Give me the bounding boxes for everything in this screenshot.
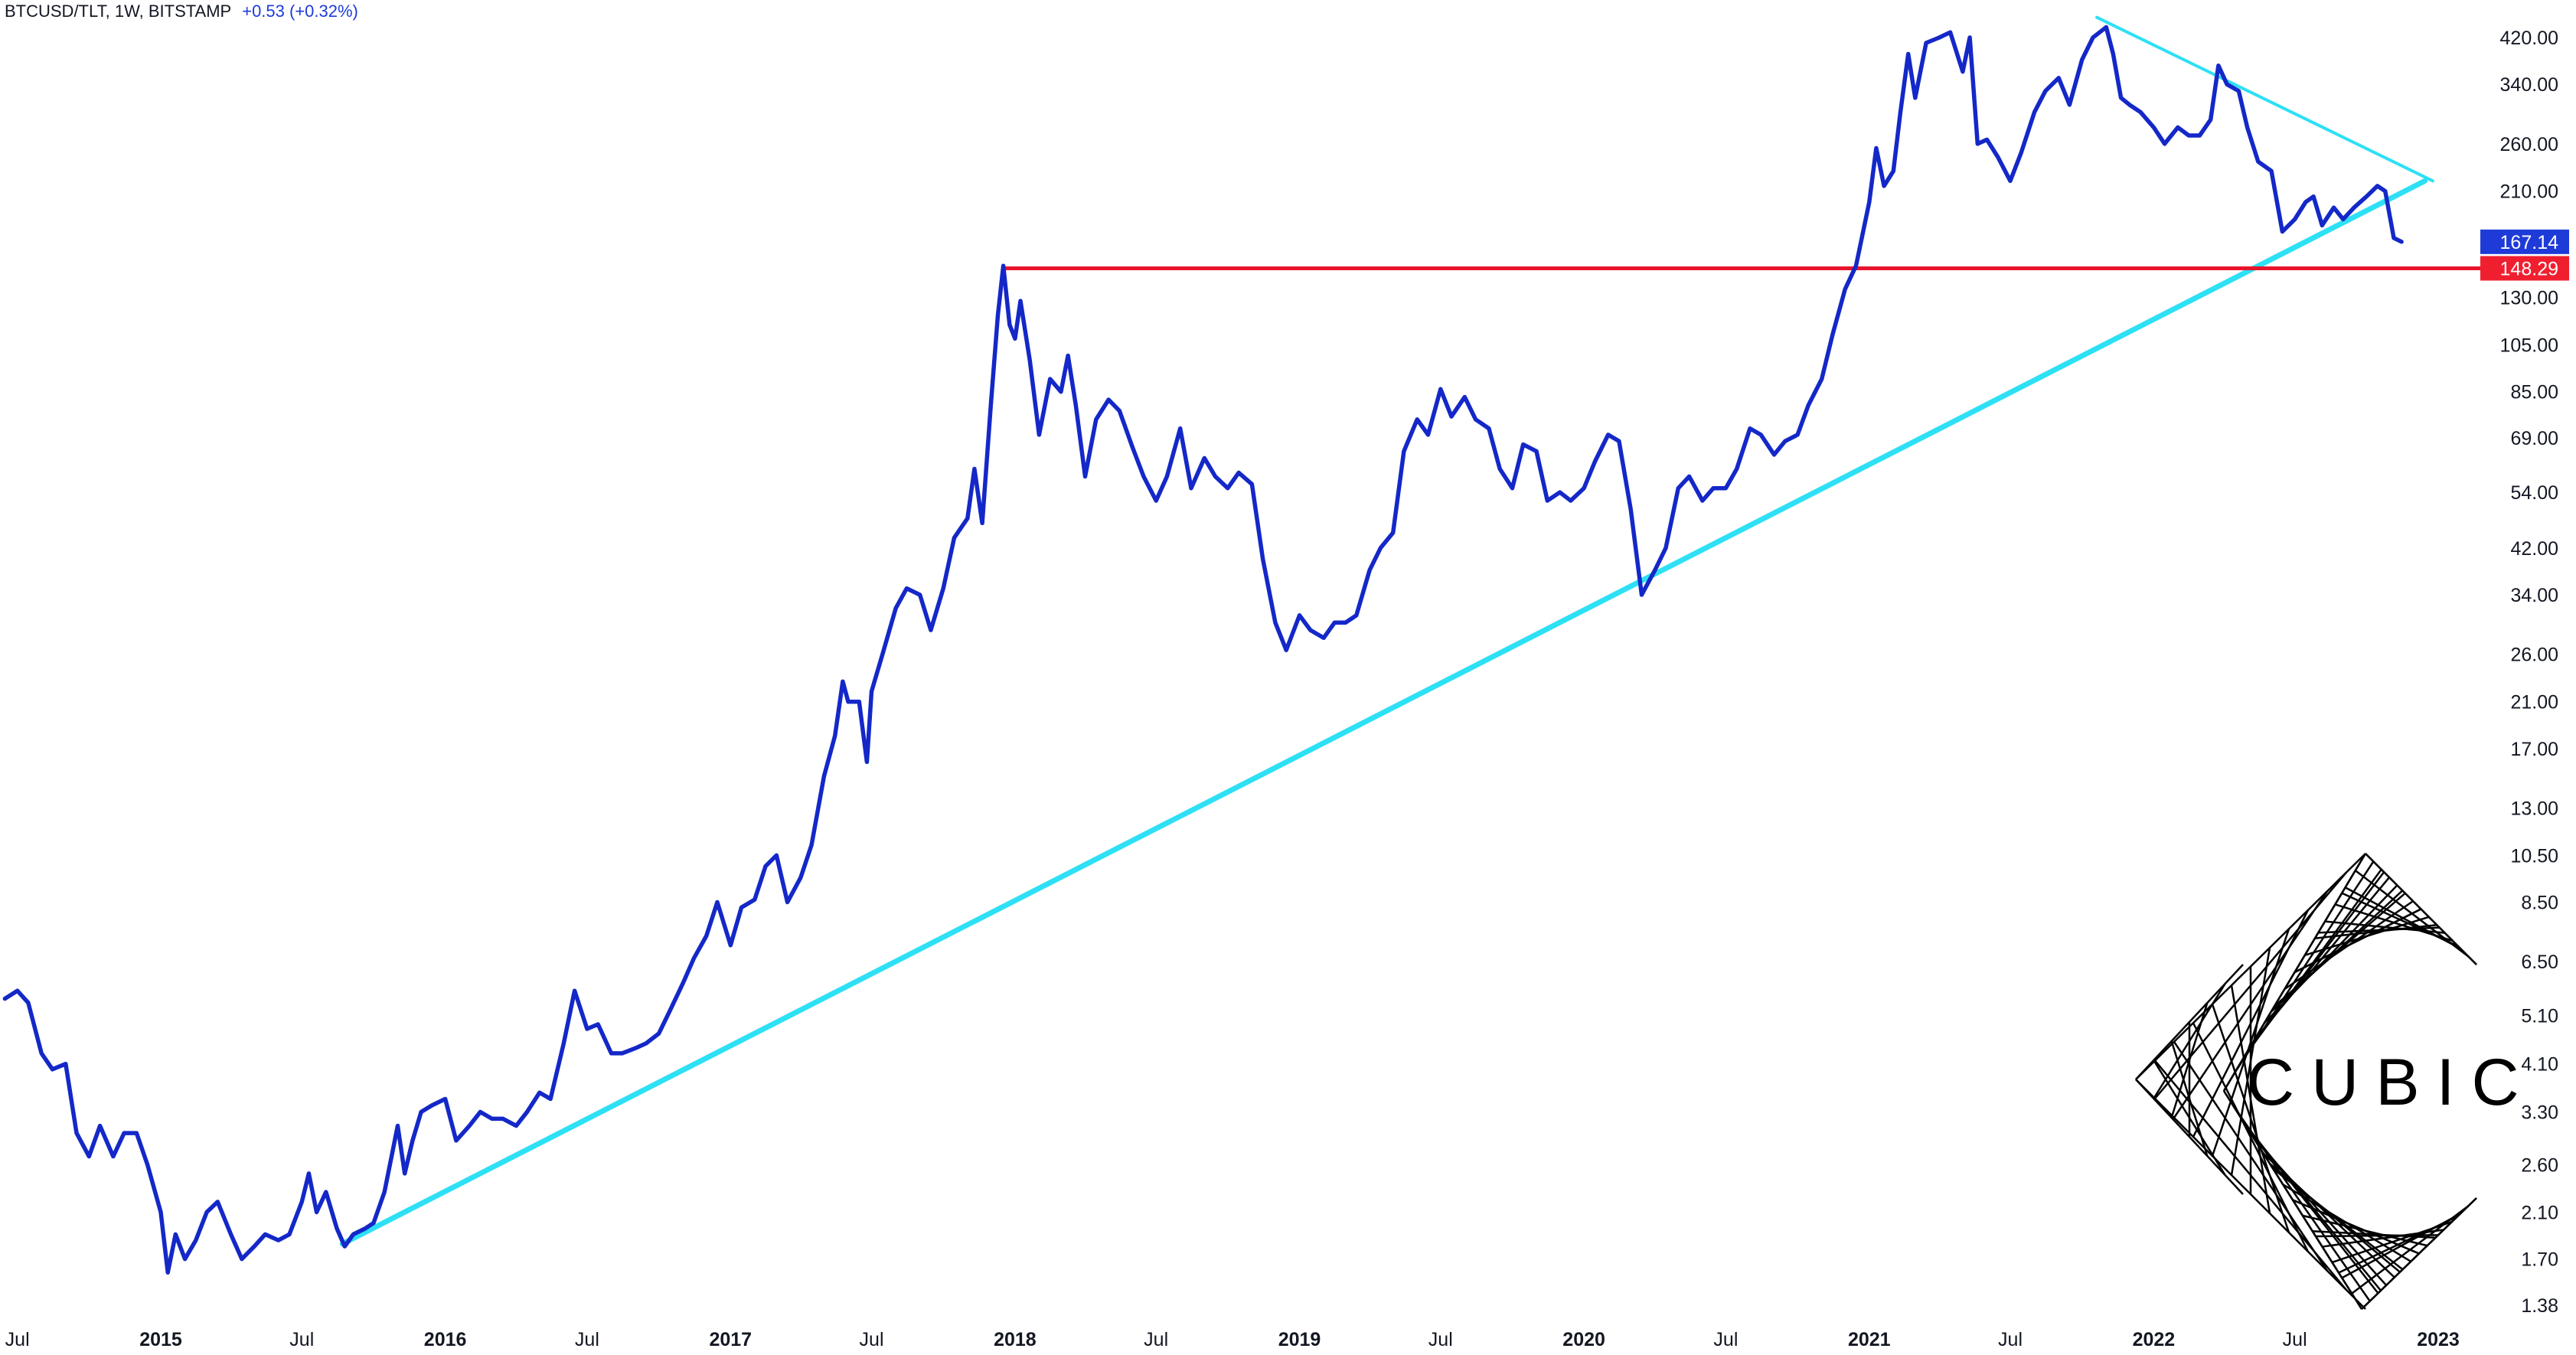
x-tick-label: Jul bbox=[1144, 1329, 1168, 1350]
logo-stroke bbox=[2222, 1090, 2363, 1310]
x-tick-label: Jul bbox=[2283, 1329, 2307, 1350]
x-tick-label: 2022 bbox=[2133, 1329, 2176, 1350]
price-tags: 167.14 148.29 bbox=[2480, 229, 2569, 281]
y-axis: 1.38 1.70 2.10 2.60 3.30 4.10 5.10 6.50 8.50 10.5… bbox=[2500, 28, 2558, 1317]
chart-header: BTCUSD/TLT, 1W, BITSTAMP +0.53 (+0.32%) bbox=[5, 0, 358, 23]
last-price-tag-box bbox=[2480, 229, 2569, 254]
y-tick-label: 4.10 bbox=[2521, 1054, 2558, 1076]
y-tick-label: 2.60 bbox=[2521, 1155, 2558, 1177]
x-axis: Jul 2015 Jul 2016 Jul 2017 Jul 2018 Jul 2019 Jul 20… bbox=[5, 1329, 2460, 1350]
x-tick-label: Jul bbox=[5, 1329, 30, 1350]
logo-stroke bbox=[2154, 1060, 2347, 1291]
logo-stroke bbox=[2292, 1199, 2420, 1255]
cubic-logo-text: CUBIC bbox=[2247, 1046, 2536, 1119]
support-price-tag-box bbox=[2480, 256, 2569, 281]
price-line bbox=[2, 24, 2404, 1275]
logo-stroke bbox=[2135, 1079, 2366, 1310]
y-tick-label: 26.00 bbox=[2510, 645, 2558, 666]
x-tick-label: 2018 bbox=[994, 1329, 1037, 1350]
symbol-label: BTCUSD/TLT, 1W, BITSTAMP bbox=[5, 2, 232, 21]
x-tick-label: 2017 bbox=[709, 1329, 752, 1350]
y-tick-label: 340.00 bbox=[2500, 74, 2558, 96]
x-tick-label: Jul bbox=[575, 1329, 599, 1350]
y-tick-label: 1.38 bbox=[2521, 1295, 2558, 1317]
x-tick-label: Jul bbox=[1428, 1329, 1453, 1350]
x-tick-label: 2015 bbox=[139, 1329, 182, 1350]
y-tick-label: 130.00 bbox=[2500, 288, 2558, 309]
x-tick-label: 2020 bbox=[1562, 1329, 1605, 1350]
cubic-logo-mark bbox=[2135, 853, 2477, 1310]
y-tick-label: 8.50 bbox=[2521, 893, 2558, 914]
last-price-tag-label: 167.14 bbox=[2500, 232, 2559, 253]
x-tick-label: Jul bbox=[1998, 1329, 2023, 1350]
y-tick-label: 69.00 bbox=[2510, 428, 2558, 449]
y-tick-label: 10.50 bbox=[2510, 845, 2558, 867]
x-tick-label: Jul bbox=[860, 1329, 884, 1350]
y-tick-label: 13.00 bbox=[2510, 798, 2558, 819]
price-change: +0.53 (+0.32%) bbox=[242, 2, 358, 21]
y-tick-label: 6.50 bbox=[2521, 952, 2558, 973]
y-tick-label: 85.00 bbox=[2510, 382, 2558, 403]
y-tick-label: 21.00 bbox=[2510, 692, 2558, 713]
logo-stroke bbox=[2246, 1126, 2382, 1291]
cubic-logo: CUBIC bbox=[2135, 853, 2536, 1310]
logo-stroke bbox=[2135, 1079, 2244, 1195]
y-tick-label: 105.00 bbox=[2500, 335, 2558, 356]
ascending-trendline bbox=[339, 178, 2428, 1247]
x-tick-label: 2016 bbox=[424, 1329, 467, 1350]
y-tick-label: 260.00 bbox=[2500, 134, 2558, 155]
y-tick-label: 54.00 bbox=[2510, 482, 2558, 504]
logo-stroke bbox=[2246, 871, 2385, 1053]
y-tick-label: 2.10 bbox=[2521, 1202, 2558, 1223]
x-tick-label: 2019 bbox=[1278, 1329, 1321, 1350]
y-tick-label: 5.10 bbox=[2521, 1005, 2558, 1027]
x-tick-label: Jul bbox=[289, 1329, 314, 1350]
price-series bbox=[2, 24, 2404, 1275]
y-tick-label: 210.00 bbox=[2500, 181, 2558, 203]
y-tick-label: 34.00 bbox=[2510, 585, 2558, 606]
x-tick-label: 2021 bbox=[1848, 1329, 1891, 1350]
y-tick-label: 3.30 bbox=[2521, 1102, 2558, 1124]
logo-stroke bbox=[2173, 1041, 2329, 1272]
y-tick-label: 17.00 bbox=[2510, 739, 2558, 760]
x-tick-label: 2023 bbox=[2417, 1329, 2460, 1350]
descending-trendline bbox=[2095, 15, 2434, 183]
x-tick-label: Jul bbox=[1713, 1329, 1738, 1350]
logo-stroke bbox=[2153, 1060, 2226, 1176]
y-tick-label: 420.00 bbox=[2500, 28, 2558, 49]
trendlines bbox=[339, 15, 2434, 1247]
y-tick-label: 1.70 bbox=[2521, 1249, 2558, 1271]
support-price-tag-label: 148.29 bbox=[2500, 259, 2558, 280]
y-tick-label: 42.00 bbox=[2510, 538, 2558, 560]
